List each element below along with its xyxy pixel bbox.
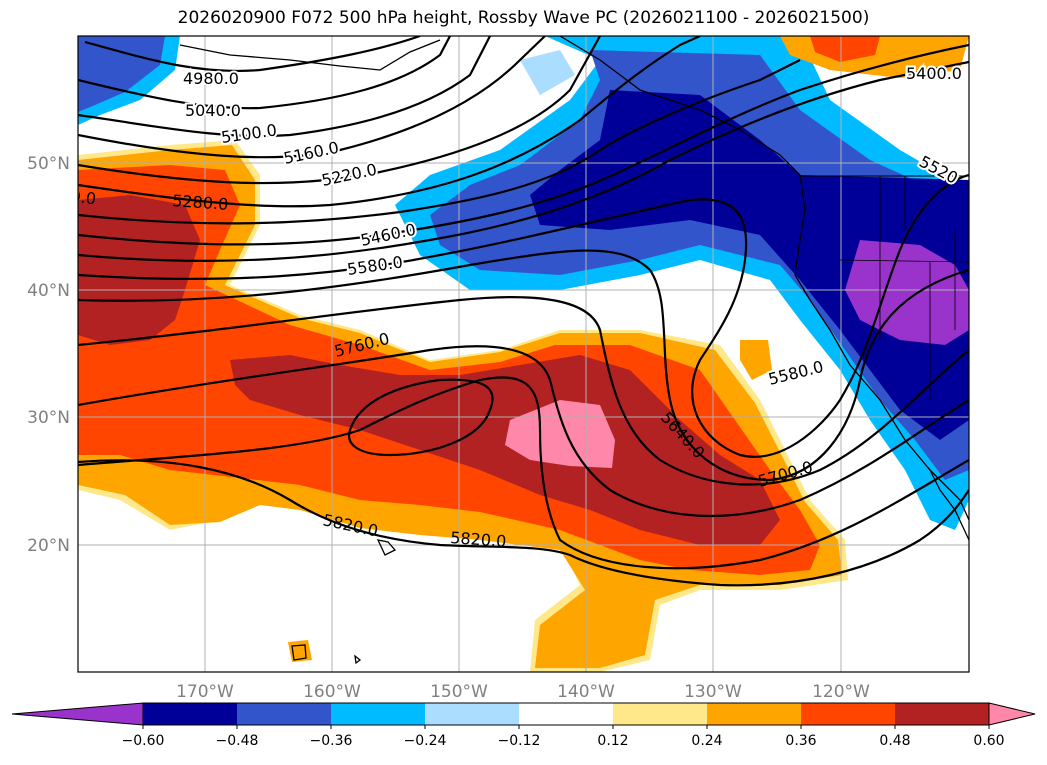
anomaly-positive-ne-core <box>810 36 880 62</box>
map-frame <box>77 35 970 673</box>
colorbar-segment <box>143 703 238 725</box>
lat-label-40n: 40°N <box>27 281 70 301</box>
contour-5280 <box>78 36 701 208</box>
anomaly-positive-3 <box>78 195 200 345</box>
contour-5760 <box>78 376 969 570</box>
colorbar-extend-max <box>988 702 1036 726</box>
contour-5160 <box>78 36 546 159</box>
colorbar-segment <box>895 703 990 725</box>
contour-5220 <box>78 36 601 185</box>
contour-5580 <box>78 249 969 482</box>
contour-closed-high <box>347 378 494 457</box>
lon-label-130w: 130°W <box>684 682 742 702</box>
contour-label-5100: 5100.0 <box>220 120 278 147</box>
colorbar-tick-label: 0.36 <box>785 733 816 749</box>
colorbar-tick-label: −0.60 <box>122 733 165 749</box>
lat-label-30n: 30°N <box>27 408 70 428</box>
contour-4980 <box>84 36 421 73</box>
contour-label-5820-east: 5820.0 <box>450 528 507 551</box>
colorbar-tick-label: −0.36 <box>310 733 353 749</box>
longitude-labels: 170°W 160°W 150°W 140°W 130°W 120°W <box>176 682 870 702</box>
contour-label-5280: 5280.0 <box>172 191 229 214</box>
colorbar-tick-label: −0.12 <box>498 733 541 749</box>
gridlines <box>78 36 969 672</box>
latitude-labels: 50°N 40°N 30°N 20°N <box>27 154 70 556</box>
anomaly-positive-3b <box>230 355 780 545</box>
contour-5820 <box>78 459 969 587</box>
colorbar-border <box>142 702 990 726</box>
contour-label-partial: 0.0 <box>69 186 97 208</box>
contour-5340 <box>78 59 801 225</box>
anomaly-positive-small <box>740 340 772 380</box>
lon-label-160w: 160°W <box>303 682 361 702</box>
colorbar-tick-label: 0.12 <box>597 733 628 749</box>
colorbar-segment <box>801 703 896 725</box>
colorbar-extend-min <box>11 702 144 726</box>
anomaly-negative-ne-mid <box>430 50 969 480</box>
colorbar-tick-label: 0.48 <box>879 733 910 749</box>
coast-island <box>354 654 362 665</box>
contour-5100 <box>78 36 491 138</box>
lat-label-20n: 20°N <box>27 536 70 556</box>
anomaly-shading <box>78 36 969 672</box>
coast-hawaii-2 <box>291 644 307 661</box>
lon-label-170w: 170°W <box>176 682 234 702</box>
colorbar-segment <box>519 703 614 725</box>
contour-5640 <box>78 295 969 486</box>
contour-label-5400: 5400.0 <box>906 64 962 83</box>
contour-label-5040: 5040.0 <box>185 101 241 120</box>
contour-label-4980: 4980.0 <box>183 69 239 88</box>
lat-label-50n: 50°N <box>27 154 70 174</box>
lon-label-150w: 150°W <box>430 682 488 702</box>
colorbar-segment <box>425 703 520 725</box>
colorbar-segment <box>237 703 332 725</box>
figure-title: 2026020900 F072 500 hPa height, Rossby W… <box>177 8 870 28</box>
contour-5520 <box>78 173 969 458</box>
colorbar-tick-label: −0.48 <box>216 733 259 749</box>
contour-label-5580-west: 5580.0 <box>346 252 404 279</box>
colorbar-tick-label: −0.24 <box>404 733 447 749</box>
anomaly-negative-light <box>520 50 575 95</box>
coast-hawaii-1 <box>376 539 397 556</box>
coast-alaska <box>179 39 441 71</box>
height-contours <box>78 36 969 587</box>
colorbar-segment <box>331 703 426 725</box>
contour-5400 <box>78 43 969 246</box>
contour-5040 <box>78 36 451 110</box>
contour-label-5460: 5460.0 <box>359 220 418 250</box>
colorbar-tick-label: 0.24 <box>691 733 722 749</box>
colorbar: −0.60 −0.48 −0.36 −0.24 −0.12 0.12 0.24 0.36 0.4… <box>11 702 1036 749</box>
contour-label-5220: 5220.0 <box>320 160 379 190</box>
contour-label-5580-east: 5580.0 <box>766 357 825 389</box>
anomaly-negative-nw-core <box>78 36 165 112</box>
contour-5460 <box>78 60 969 263</box>
colorbar-segment <box>707 703 802 725</box>
border-states <box>839 176 969 400</box>
contour-5700 <box>78 345 969 518</box>
colorbar-tick-label: 0.60 <box>973 733 1004 749</box>
lon-label-120w: 120°W <box>812 682 870 702</box>
colorbar-segment <box>613 703 708 725</box>
lon-label-140w: 140°W <box>557 682 615 702</box>
anomaly-negative-ne-strong <box>530 90 969 440</box>
